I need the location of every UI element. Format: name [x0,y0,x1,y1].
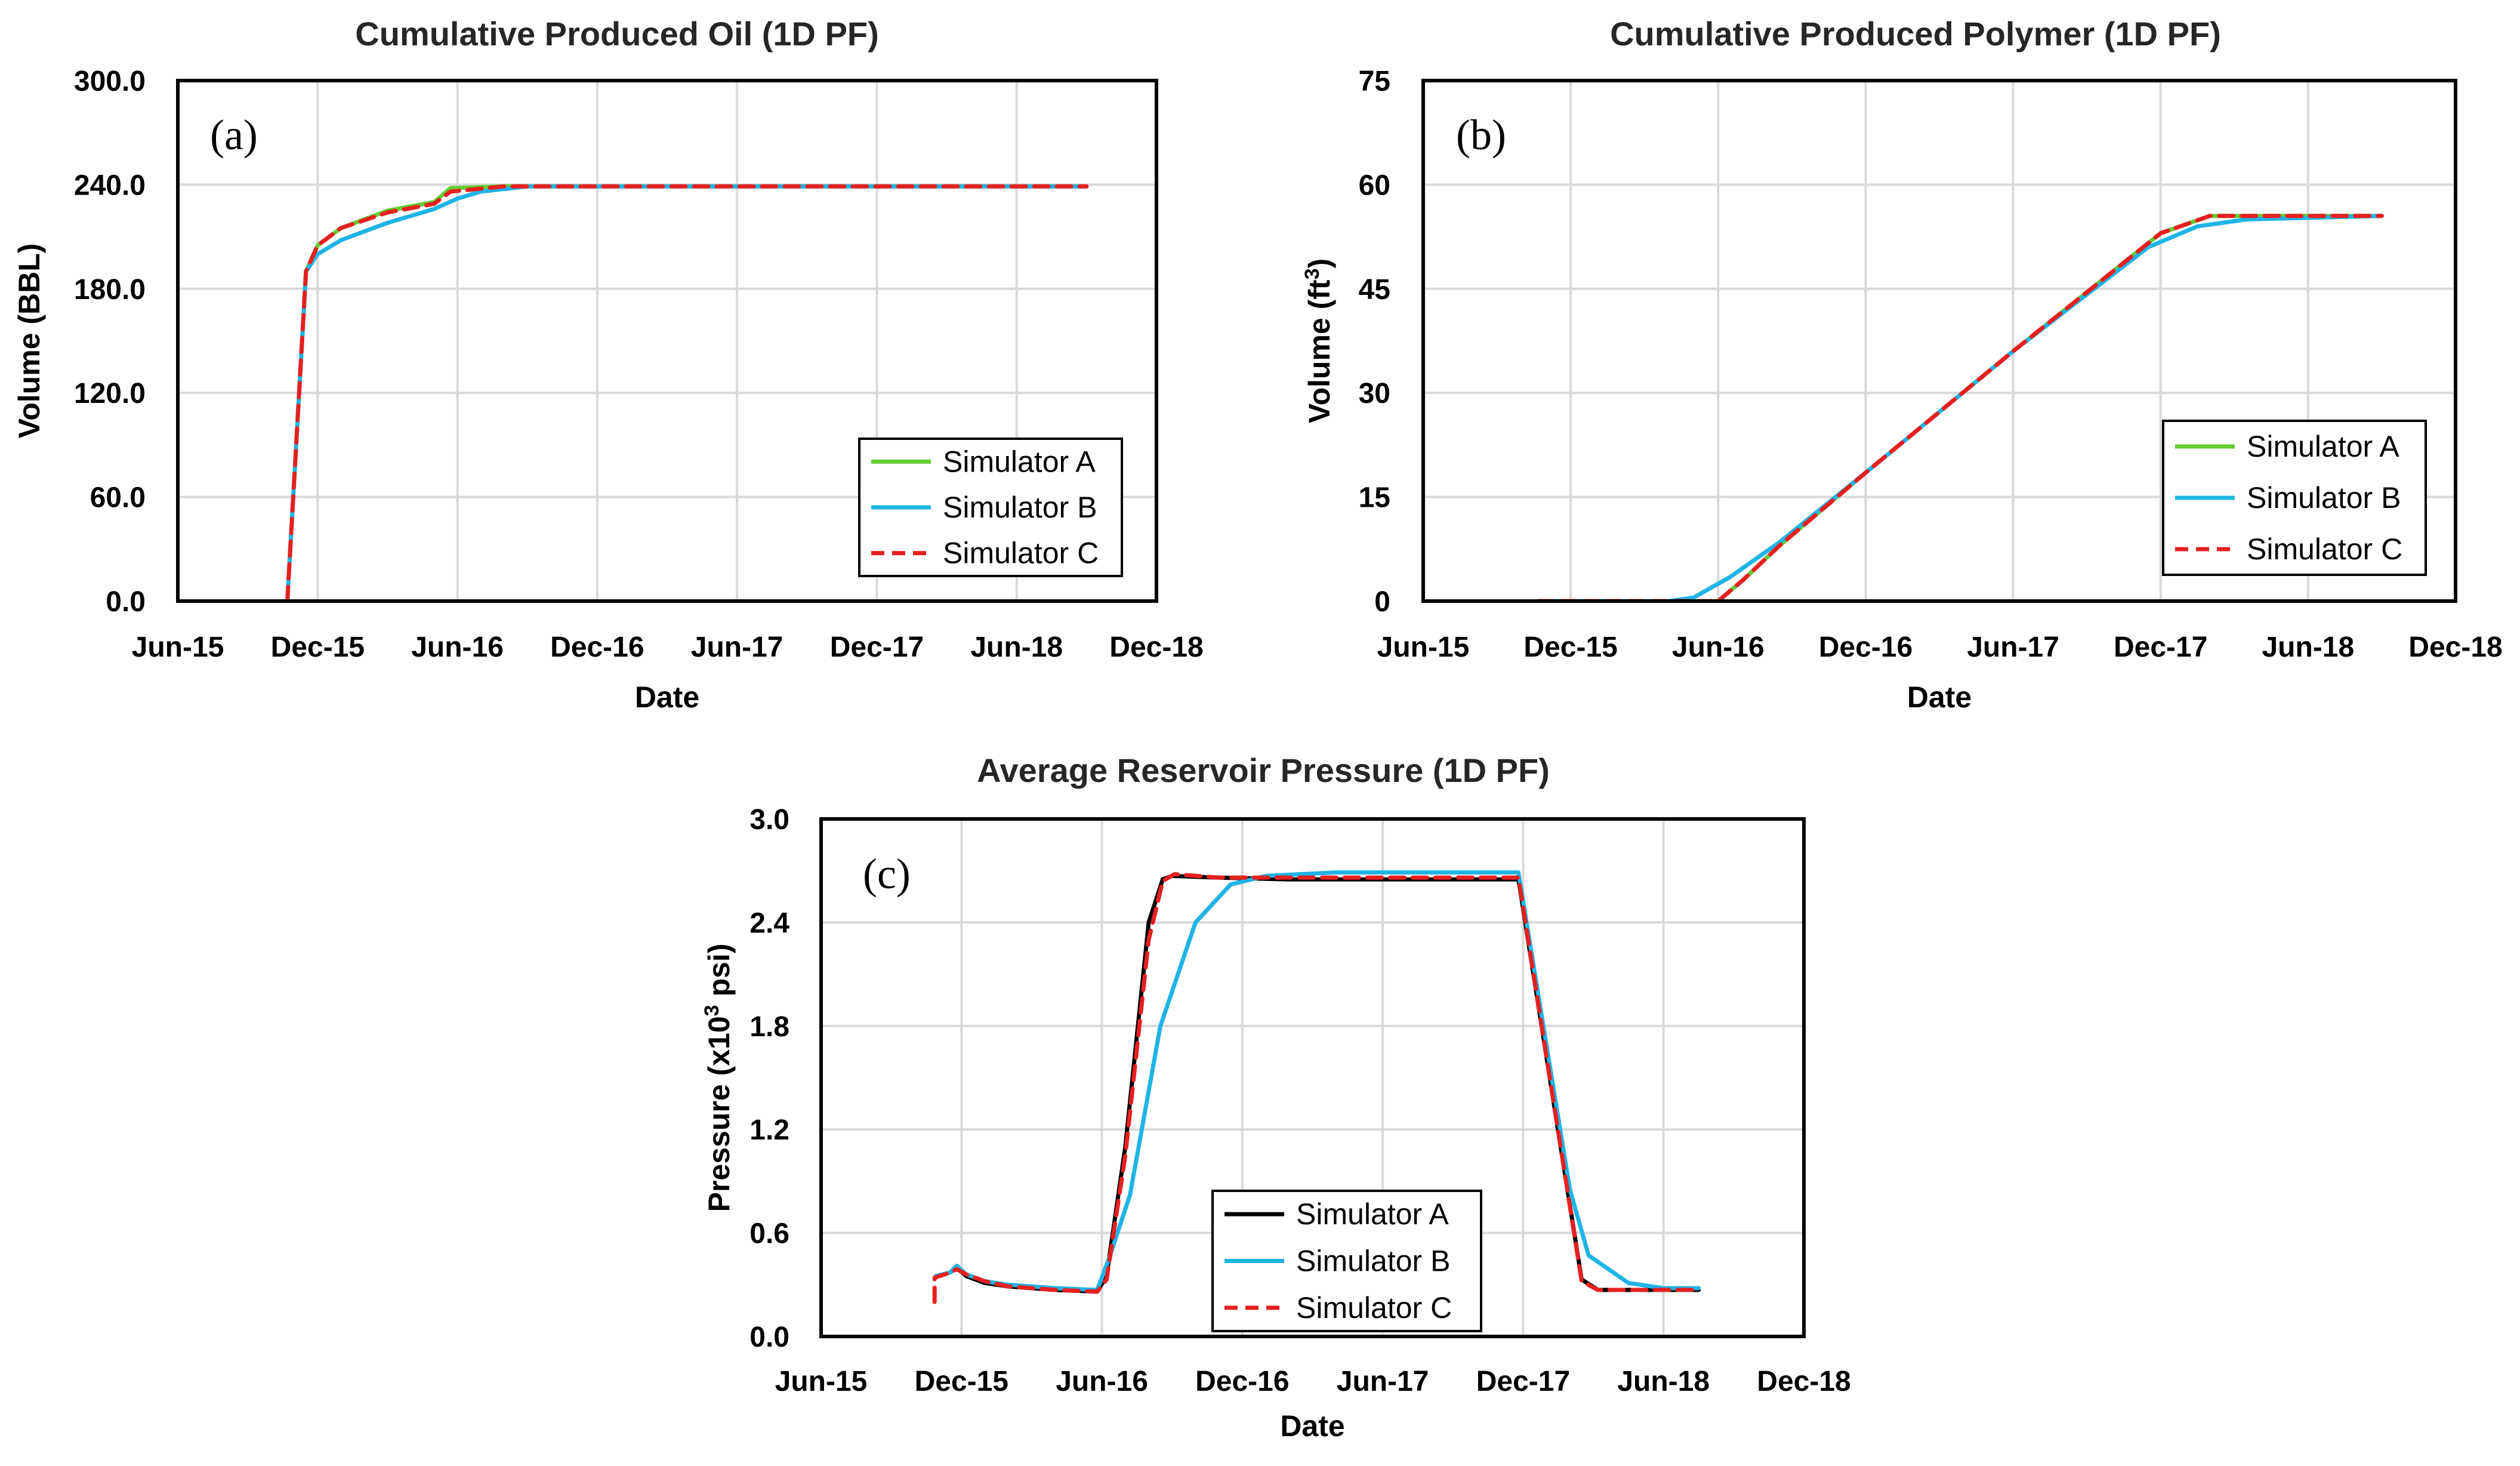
legend: Simulator A Simulator B Simulator C [858,438,1123,577]
legend-label: Simulator C [2247,532,2402,566]
x-tick-label: Dec-18 [1109,632,1203,663]
panel-label: (a) [210,111,258,159]
x-tick-label: Dec-17 [830,632,924,663]
y-axis-label: Pressure (x103 psi) [701,944,736,1212]
x-tick-label: Jun-16 [411,632,504,663]
chart-title: Cumulative Produced Polymer (1D PF) [1610,15,2221,53]
chart-b: Cumulative Produced Polymer (1D PF) 0 15 30… [1301,15,2503,714]
plot-frame [176,79,1158,603]
legend-label: Simulator C [943,537,1099,570]
y-tick-label: 75 [1359,66,1390,97]
panel-label: (b) [1456,111,1506,159]
chart-title: Average Reservoir Pressure (1D PF) [977,752,1550,789]
x-tick-label: Dec-17 [1476,1366,1570,1397]
legend-label: Simulator A [1296,1197,1449,1231]
x-axis-label: Date [1280,1409,1344,1443]
y-tick-label: 180.0 [74,274,146,306]
x-axis-label: Date [635,680,699,714]
y-tick-label: 60 [1359,170,1390,201]
legend: Simulator A Simulator B Simulator C [1211,1190,1482,1332]
legend-label: Simulator A [943,445,1096,478]
series-group [932,870,1701,1304]
y-tick-label: 240.0 [74,170,146,201]
x-tick-label: Jun-18 [970,632,1063,663]
x-tick-label: Jun-17 [1337,1366,1429,1397]
y-tick-label: 1.8 [749,1011,789,1043]
y-tick-label: 0.0 [749,1322,789,1353]
y-axis-label-superscript: 3 [701,1005,723,1016]
plot-frame [1421,79,2457,603]
legend-label: Simulator B [1296,1245,1450,1278]
y-axis-label-superscript: 3 [1301,269,1324,280]
series-group [285,184,1089,601]
series-line-simulator-b [933,870,1701,1292]
y-tick-label: 15 [1359,482,1390,514]
x-tick-label: Dec-15 [271,632,365,663]
x-tick-label: Jun-18 [2262,632,2354,663]
y-tick-label: 45 [1359,274,1390,306]
y-tick-label: 120.0 [74,378,146,409]
legend-label: Simulator C [1296,1291,1452,1325]
legend: Simulator A Simulator B Simulator C [2162,420,2427,576]
y-axis-label-text: Volume (ft [1303,279,1336,423]
x-tick-label: Jun-18 [1617,1366,1710,1397]
x-tick-label: Jun-15 [775,1366,868,1397]
x-tick-label: Dec-16 [550,632,644,663]
series-line-simulator-c [1537,214,2384,601]
y-tick-label: 300.0 [74,66,146,97]
x-tick-label: Jun-16 [1672,632,1765,663]
x-tick-label: Dec-15 [915,1366,1008,1397]
y-axis-label: Volume (BBL) [13,244,46,439]
x-tick-label: Dec-16 [1195,1366,1289,1397]
y-tick-label: 3.0 [749,804,789,836]
plot-frame [819,817,1806,1338]
x-axis-label: Date [1907,680,1972,714]
x-tick-label: Jun-17 [691,632,784,663]
x-tick-label: Dec-18 [1757,1366,1850,1397]
x-tick-label: Jun-15 [1377,632,1470,663]
chart-a: Cumulative Produced Oil (1D PF) 0.0 60.0 12… [13,15,1204,714]
x-tick-label: Dec-15 [1523,632,1617,663]
series-line-simulator-c [932,872,1701,1304]
y-tick-label: 0 [1374,586,1390,618]
legend-label: Simulator B [2247,481,2401,515]
x-tick-label: Jun-15 [132,632,224,663]
y-axis-label-text: Pressure (x10 [702,1016,736,1212]
y-tick-label: 0.0 [106,586,146,618]
y-axis-label: Volume (ft3) [1301,258,1336,423]
y-tick-label: 0.6 [749,1218,789,1250]
y-tick-label: 30 [1359,378,1390,409]
panel-label: (c) [863,850,911,898]
y-axis-label-text-end: psi) [702,944,736,1005]
y-tick-label: 2.4 [749,907,789,939]
x-tick-label: Jun-17 [1967,632,2059,663]
x-tick-label: Dec-16 [1819,632,1913,663]
x-tick-label: Dec-18 [2408,632,2502,663]
series-group [1537,214,2384,601]
chart-c: Average Reservoir Pressure (1D PF) 0.0 0.6… [701,752,1851,1443]
y-axis-label-text-end: ) [1303,258,1336,269]
y-tick-label: 1.2 [749,1114,789,1146]
x-tick-label: Dec-17 [2114,632,2207,663]
chart-title: Cumulative Produced Oil (1D PF) [355,15,878,53]
series-line-simulator-c [285,184,1089,601]
legend-label: Simulator B [943,491,1097,524]
y-tick-label: 60.0 [90,482,146,514]
legend-label: Simulator A [2247,430,2399,463]
x-tick-label: Jun-16 [1056,1366,1148,1397]
